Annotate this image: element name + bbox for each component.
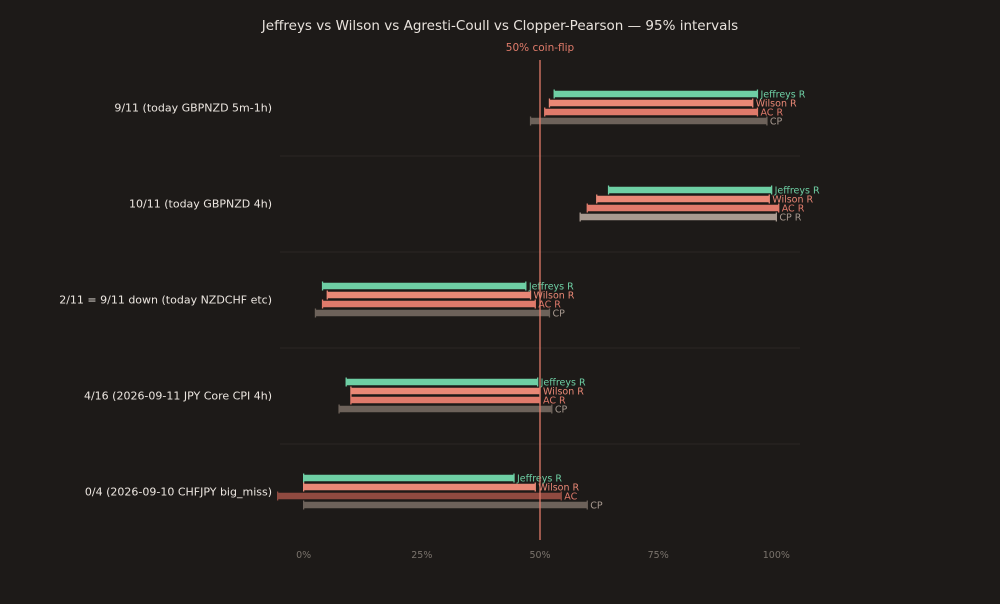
interval-bar-ac <box>350 396 540 404</box>
interval-bar-jeffreys <box>322 282 526 290</box>
interval-bar-cp <box>530 117 767 125</box>
chart-title: Jeffreys vs Wilson vs Agresti-Coull vs C… <box>261 18 738 34</box>
x-tick-label: 75% <box>648 550 669 561</box>
reference-line-label: 50% coin-flip <box>506 42 575 54</box>
interval-label-wilson: Wilson R <box>543 387 584 398</box>
x-tick-label: 0% <box>296 550 311 561</box>
interval-bar-wilson <box>549 99 753 107</box>
interval-bar-jeffreys <box>346 378 538 386</box>
interval-label-wilson: Wilson R <box>772 195 813 206</box>
reference-line-group: 50% coin-flip <box>506 42 575 540</box>
interval-bar-wilson <box>303 483 536 491</box>
interval-label-jeffreys: Jeffreys R <box>516 474 562 485</box>
interval-bar-cp <box>303 501 588 509</box>
category-label: 0/4 (2026-09-10 CHFJPY big_miss) <box>85 486 272 499</box>
interval-label-ac: AC R <box>782 204 805 215</box>
interval-bar-cp <box>339 405 552 413</box>
interval-label-cp: CP <box>552 309 565 320</box>
category-label: 4/16 (2026-09-11 JPY Core CPI 4h) <box>84 390 272 403</box>
interval-label-cp: CP <box>555 405 568 416</box>
interval-label-wilson: Wilson R <box>538 483 579 494</box>
interval-bar-jeffreys <box>303 474 514 482</box>
interval-bar-wilson <box>596 195 770 203</box>
interval-label-jeffreys: Jeffreys R <box>774 186 820 197</box>
interval-bar-cp <box>315 309 550 317</box>
interval-label-ac: AC R <box>760 108 783 119</box>
interval-label-ac: AC R <box>538 300 561 311</box>
interval-bar-jeffreys <box>608 186 772 194</box>
interval-label-cp: CP R <box>779 213 801 224</box>
interval-label-jeffreys: Jeffreys R <box>528 282 574 293</box>
x-tick-label: 100% <box>763 550 790 561</box>
x-axis-ticks: 0% 25% 50% 75% 100% <box>296 550 790 561</box>
interval-label-wilson: Wilson R <box>756 99 797 110</box>
interval-bars: 9/11 (today GBPNZD 5m-1h)Jeffreys RWilso… <box>59 89 820 512</box>
interval-bar-ac <box>277 492 562 500</box>
interval-bar-cp <box>580 213 777 221</box>
interval-label-ac: AC R <box>543 396 566 407</box>
interval-label-cp: CP <box>590 501 603 512</box>
interval-bar-jeffreys <box>554 90 758 98</box>
interval-bar-ac <box>322 300 536 308</box>
category-label: 2/11 = 9/11 down (today NZDCHF etc) <box>59 294 272 307</box>
interval-label-ac: AC <box>564 492 577 503</box>
interval-bar-wilson <box>327 291 531 299</box>
x-tick-label: 50% <box>529 550 550 561</box>
category-label: 10/11 (today GBPNZD 4h) <box>129 198 272 211</box>
interval-label-cp: CP <box>770 117 783 128</box>
interval-bar-wilson <box>350 387 540 395</box>
interval-label-jeffreys: Jeffreys R <box>540 378 586 389</box>
category-label: 9/11 (today GBPNZD 5m-1h) <box>114 102 272 115</box>
x-tick-label: 25% <box>411 550 432 561</box>
interval-bar-ac <box>587 204 779 212</box>
interval-bar-ac <box>544 108 758 116</box>
interval-label-jeffreys: Jeffreys R <box>759 90 805 101</box>
interval-label-wilson: Wilson R <box>534 291 575 302</box>
